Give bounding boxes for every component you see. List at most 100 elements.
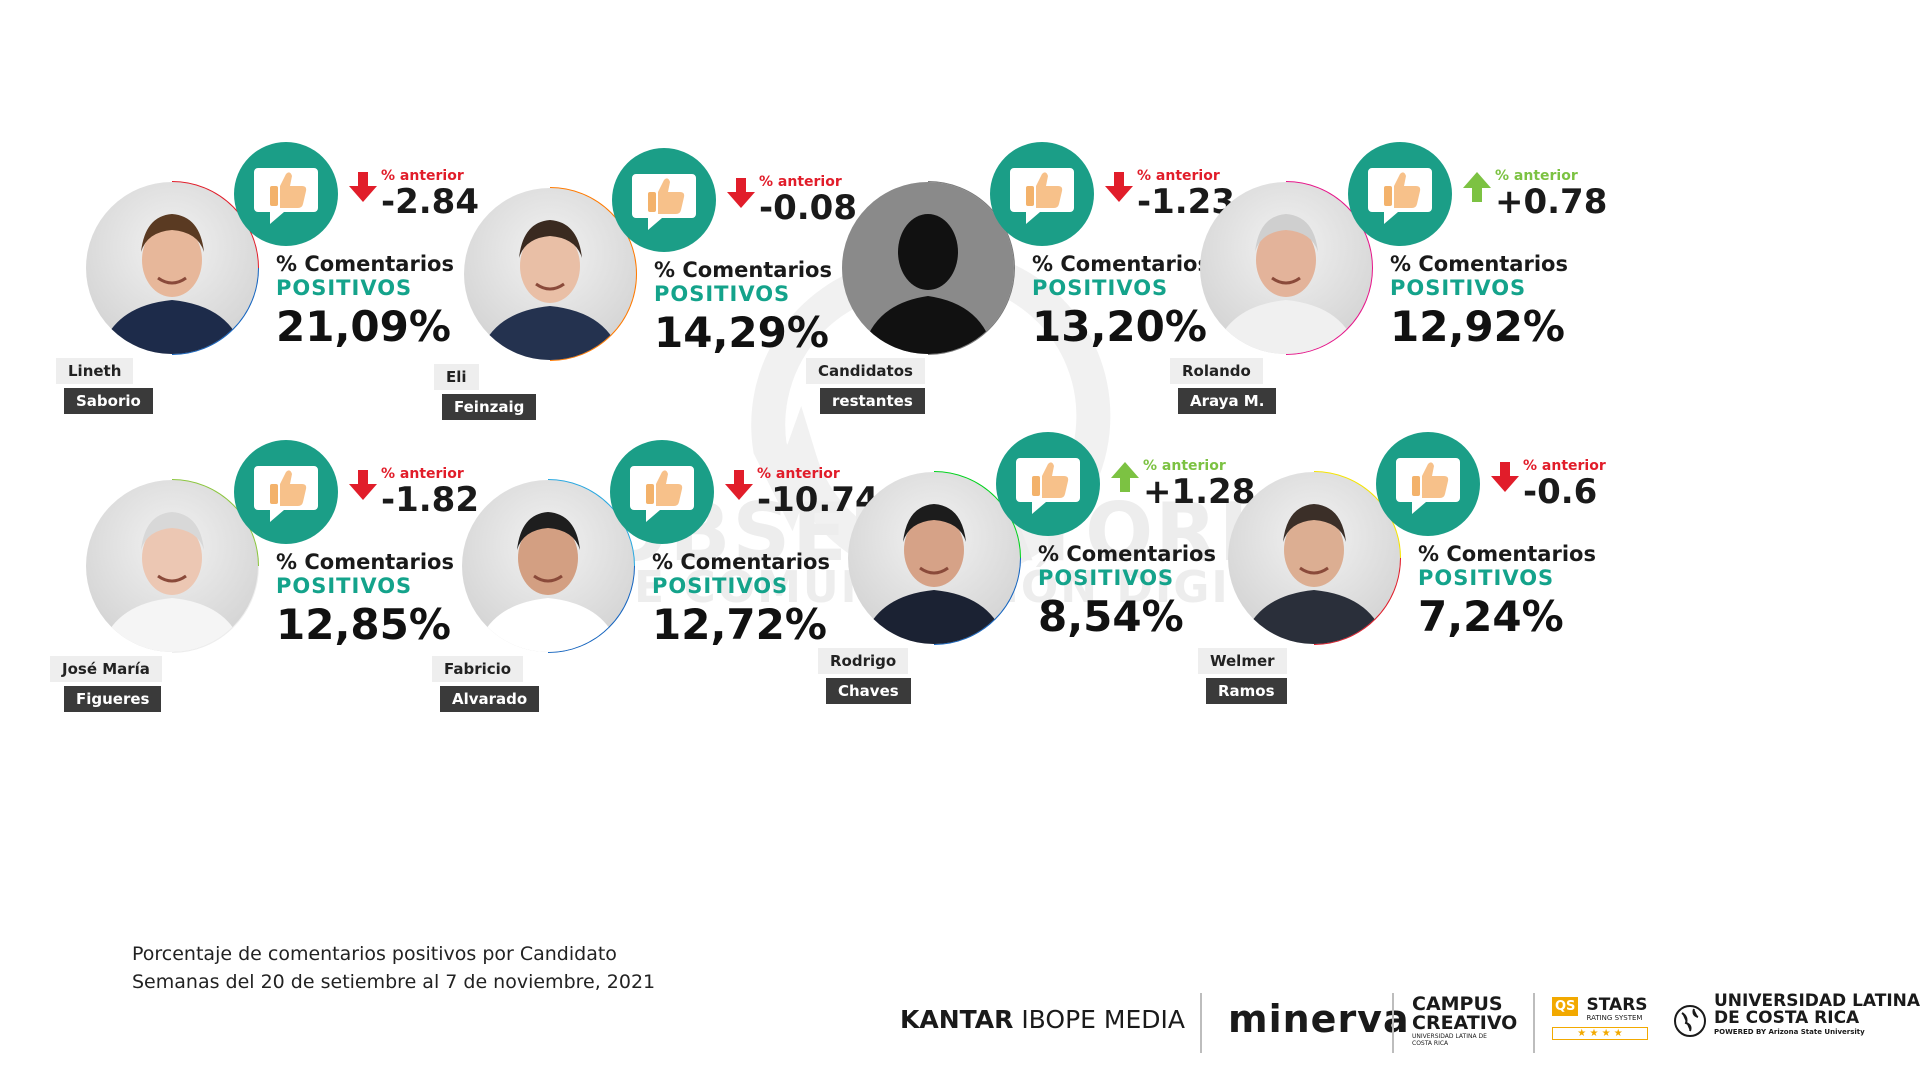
- candidate-first-name: Candidatos: [806, 358, 925, 384]
- previous-change: % anterior +1.28: [1109, 458, 1269, 518]
- candidate-card: Rolando Araya M. % anterior +0.78 % Comentar…: [1170, 140, 1616, 420]
- candidate-card: Rodrigo Chaves % anterior +1.28 % Comentario…: [818, 430, 1264, 710]
- caption: Porcentaje de comentarios positivos por …: [132, 940, 655, 996]
- stat-label: % Comentarios: [652, 550, 830, 574]
- previous-label: % anterior: [1143, 458, 1226, 474]
- person-icon: [862, 504, 1006, 644]
- positive-stat: % Comentarios POSITIVOS 12,85%: [276, 550, 454, 649]
- positive-percentage: 12,92%: [1390, 302, 1565, 351]
- candidate-last-name: Chaves: [826, 678, 911, 704]
- candidate-first-name: Rolando: [1170, 358, 1263, 384]
- candidate-photo: [1228, 472, 1400, 644]
- candidate-card: José María Figueres % anterior -1.82 % Comen…: [50, 438, 502, 718]
- stat-sublabel: POSITIVOS: [652, 574, 789, 598]
- previous-change: % anterior -10.74: [723, 466, 883, 526]
- ulatina-logo: UNIVERSIDAD LATINA DE COSTA RICA POWERED…: [1672, 993, 1920, 1037]
- stat-sublabel: POSITIVOS: [654, 282, 791, 306]
- candidate-card: Lineth Saborio % anterior -2.84 % Comentario…: [56, 140, 502, 420]
- candidate-last-name: Saborio: [64, 388, 153, 414]
- kantar-logo: KANTAR IBOPE MEDIA: [900, 1005, 1185, 1034]
- previous-change-value: -10.74: [757, 480, 879, 520]
- positive-percentage: 8,54%: [1038, 592, 1184, 641]
- positive-stat: % Comentarios POSITIVOS 14,29%: [654, 258, 832, 357]
- previous-change-value: -0.6: [1523, 472, 1598, 512]
- candidate-last-name: Araya M.: [1178, 388, 1277, 414]
- person-icon: [100, 214, 244, 354]
- candidate-card: Candidatos restantes% anterior -1.23% Come…: [806, 140, 1258, 420]
- person-icon: [1242, 504, 1386, 644]
- globe-icon: [1674, 1005, 1706, 1037]
- positive-stat: % Comentarios POSITIVOS 13,20%: [1032, 252, 1210, 351]
- candidate-card: Welmer Ramos % anterior -0.6 % Comentarios PO…: [1198, 430, 1644, 710]
- stat-label: % Comentarios: [1032, 252, 1210, 276]
- positive-percentage: 13,20%: [1032, 302, 1207, 351]
- previous-change-value: -1.82: [381, 480, 479, 520]
- candidate-photo: [86, 480, 258, 652]
- previous-change-value: +1.28: [1143, 472, 1256, 512]
- candidate-last-name: Ramos: [1206, 678, 1287, 704]
- candidate-photo: [848, 472, 1020, 644]
- stat-sublabel: POSITIVOS: [1032, 276, 1169, 300]
- positive-percentage: 7,24%: [1418, 592, 1564, 641]
- previous-change-value: -0.08: [759, 188, 857, 228]
- candidate-card: Fabricio Alvarado % anterior -10.74 % Coment…: [432, 438, 879, 718]
- previous-label: % anterior: [1137, 168, 1220, 184]
- positive-stat: % Comentarios POSITIVOS 12,72%: [652, 550, 830, 649]
- previous-label: % anterior: [381, 466, 464, 482]
- positive-percentage: 14,29%: [654, 308, 829, 357]
- stat-label: % Comentarios: [1038, 542, 1216, 566]
- candidate-first-name: Rodrigo: [818, 648, 909, 674]
- arrow-down-icon: [1105, 172, 1133, 202]
- stat-sublabel: POSITIVOS: [1390, 276, 1527, 300]
- stat-sublabel: POSITIVOS: [276, 574, 413, 598]
- previous-change-value: +0.78: [1495, 182, 1608, 222]
- candidate-last-name: Feinzaig: [442, 394, 537, 420]
- positive-stat: % Comentarios POSITIVOS 7,24%: [1418, 542, 1596, 641]
- stat-label: % Comentarios: [1390, 252, 1568, 276]
- person-icon: [1214, 214, 1358, 354]
- candidate-photo: [86, 182, 258, 354]
- person-icon: [478, 220, 622, 360]
- logo-separator: [1392, 993, 1394, 1053]
- candidate-first-name: José María: [50, 656, 162, 682]
- positive-percentage: 21,09%: [276, 302, 451, 351]
- silhouette-icon: [842, 182, 1014, 354]
- candidate-first-name: Eli: [434, 364, 479, 390]
- qs-stars-logo: QS STARS RATING SYSTEM ★ ★ ★ ★: [1552, 997, 1648, 1040]
- stat-label: % Comentarios: [1418, 542, 1596, 566]
- thumbs-up-icon: [1346, 140, 1454, 248]
- thumbs-up-icon: [232, 438, 340, 546]
- caption-line2: Semanas del 20 de setiembre al 7 de novi…: [132, 971, 656, 993]
- logo-separator: [1200, 993, 1202, 1053]
- logo-separator: [1533, 993, 1535, 1053]
- arrow-down-icon: [725, 470, 753, 500]
- previous-label: % anterior: [759, 174, 842, 190]
- previous-label: % anterior: [381, 168, 464, 184]
- thumbs-up-icon: [610, 146, 718, 254]
- candidate-last-name: Alvarado: [440, 686, 540, 712]
- thumbs-up-icon: [232, 140, 340, 248]
- candidate-photo: [464, 188, 636, 360]
- previous-label: % anterior: [1523, 458, 1606, 474]
- positive-stat: % Comentarios POSITIVOS 8,54%: [1038, 542, 1216, 641]
- stat-sublabel: POSITIVOS: [276, 276, 413, 300]
- caption-line1: Porcentaje de comentarios positivos por …: [132, 943, 617, 965]
- previous-change: % anterior -2.84: [347, 168, 507, 228]
- arrow-down-icon: [349, 470, 377, 500]
- arrow-up-icon: [1111, 462, 1139, 492]
- arrow-down-icon: [1491, 462, 1519, 492]
- arrow-down-icon: [727, 178, 755, 208]
- person-icon: [476, 512, 620, 652]
- stat-sublabel: POSITIVOS: [1038, 566, 1175, 590]
- previous-change: % anterior -1.82: [347, 466, 507, 526]
- candidate-card: Eli Feinzaig % anterior -0.08 % Comentarios P…: [434, 146, 880, 426]
- stat-sublabel: POSITIVOS: [1418, 566, 1555, 590]
- stat-label: % Comentarios: [276, 252, 454, 276]
- campus-creativo-logo: CAMPUS CREATIVO UNIVERSIDAD LATINA DE CO…: [1412, 993, 1518, 1048]
- previous-change-value: -2.84: [381, 182, 479, 222]
- thumbs-up-icon: [988, 140, 1096, 248]
- candidate-first-name: Lineth: [56, 358, 134, 384]
- candidate-first-name: Fabricio: [432, 656, 524, 682]
- positive-stat: % Comentarios POSITIVOS 12,92%: [1390, 252, 1568, 351]
- arrow-down-icon: [349, 172, 377, 202]
